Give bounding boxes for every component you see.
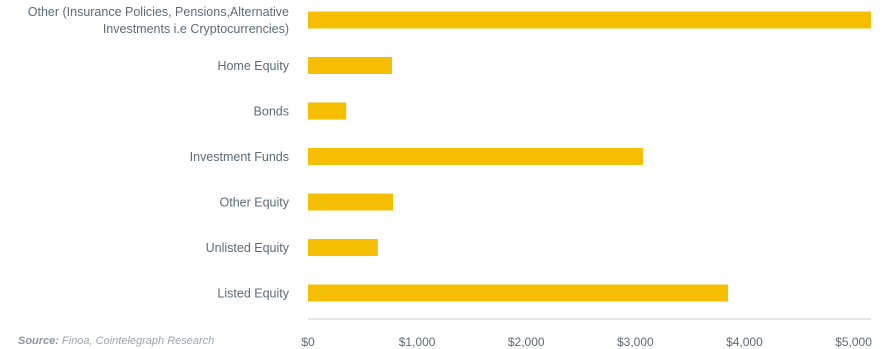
bars-group <box>308 11 871 302</box>
bar <box>308 148 643 165</box>
x-tick-label: $5,000 <box>835 335 872 349</box>
category-label-line: Other (Insurance Policies, Pensions,Alte… <box>28 5 289 19</box>
category-label-line: Unlisted Equity <box>206 241 290 255</box>
x-tick-label: $0 <box>301 335 315 349</box>
category-label-line: Investment Funds <box>190 150 289 164</box>
category-label-line: Other Equity <box>220 196 290 210</box>
source-note: Source: Finoa, Cointelegraph Research <box>18 335 214 347</box>
category-label-line: Bonds <box>254 105 289 119</box>
category-label-line: Listed Equity <box>217 287 289 301</box>
category-labels: Other (Insurance Policies, Pensions,Alte… <box>28 5 290 301</box>
category-label: Bonds <box>254 105 289 119</box>
x-axis-tick-labels: $0 $1,000 $2,000 $3,000 $4,000 $5,000 <box>301 335 872 349</box>
category-label: Listed Equity <box>217 287 289 301</box>
bar <box>308 284 729 302</box>
x-tick-label: $1,000 <box>399 335 436 349</box>
source-text: Finoa, Cointelegraph Research <box>62 335 215 347</box>
x-tick-label: $3,000 <box>617 335 654 349</box>
source-label: Source: <box>18 335 59 347</box>
category-label-line: Investments i.e Cryptocurrencies) <box>103 22 289 36</box>
category-label: Unlisted Equity <box>206 241 290 255</box>
category-label: Other Equity <box>220 196 290 210</box>
bar <box>308 11 871 29</box>
x-tick-label: $2,000 <box>508 335 545 349</box>
bar <box>308 57 393 74</box>
category-label: Investment Funds <box>190 150 289 164</box>
category-label-line: Home Equity <box>217 59 289 73</box>
category-label: Other (Insurance Policies, Pensions,Alte… <box>28 5 289 36</box>
bar <box>308 239 378 256</box>
x-tick-label: $4,000 <box>726 335 763 349</box>
bar <box>308 193 394 211</box>
category-label: Home Equity <box>217 59 289 73</box>
bar <box>308 102 347 120</box>
